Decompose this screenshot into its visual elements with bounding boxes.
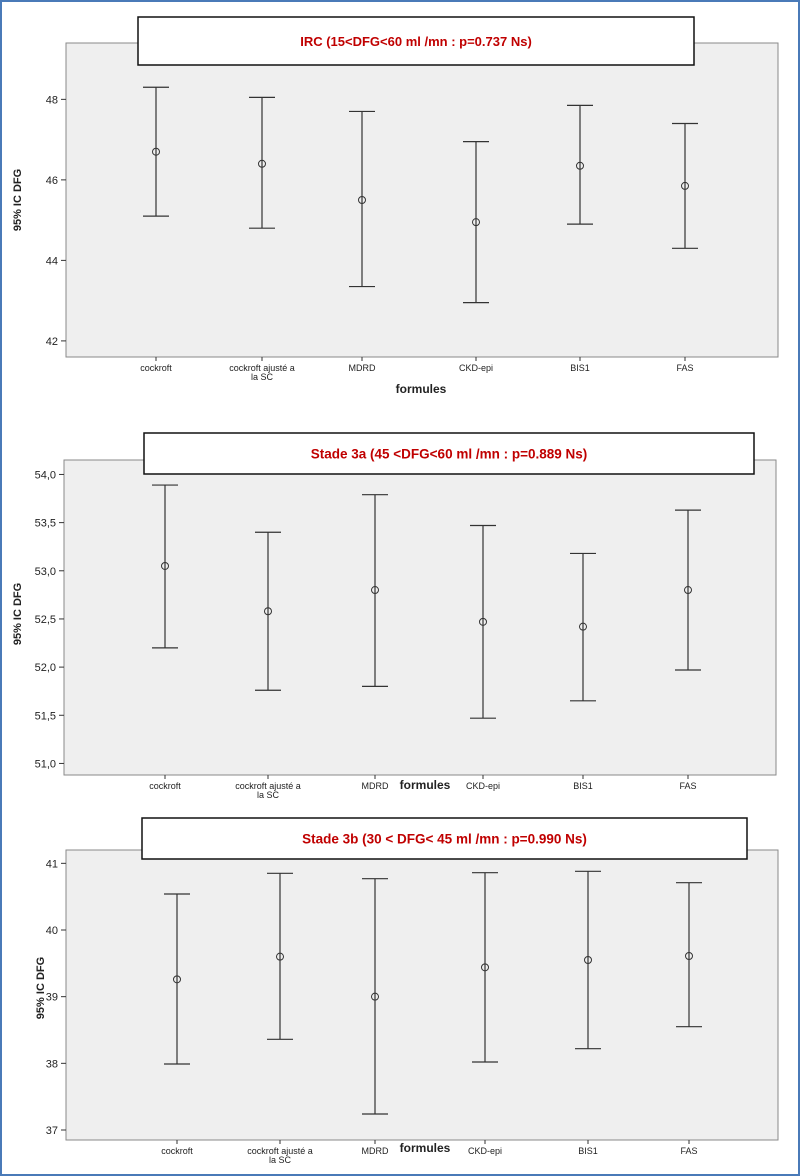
mean-marker: [371, 992, 379, 1001]
x-axis-label: formules: [400, 778, 451, 792]
x-category-label-line: FAS: [679, 781, 696, 791]
mean-marker: [684, 586, 692, 595]
mean-marker: [264, 607, 272, 616]
plot-area: [63, 459, 777, 776]
y-tick-label: 54,0: [35, 469, 56, 481]
x-category-label-line: la SC: [257, 790, 280, 800]
mean-marker: [479, 617, 487, 626]
mean-marker: [472, 218, 480, 227]
x-category-label-line: cockroft ajusté a: [247, 1146, 313, 1156]
x-axis-label: formules: [396, 382, 447, 396]
y-tick-label: 52,5: [35, 614, 56, 626]
mean-marker: [685, 952, 693, 960]
mean-marker: [152, 147, 160, 156]
chart-panel-3: Stade 3b (30 < DFG< 45 ml /mn : p=0.990 …: [35, 817, 779, 1165]
y-tick-label: 40: [46, 925, 58, 937]
chart-title-box: [143, 432, 755, 475]
x-axis-label: formules: [400, 1141, 451, 1155]
x-category-label: CKD-epi: [468, 1146, 502, 1156]
y-tick-label: 53,5: [35, 518, 56, 530]
x-category-label-line: BIS1: [570, 363, 590, 373]
y-tick-label: 44: [46, 255, 58, 267]
x-category-label-line: cockroft ajusté a: [235, 781, 301, 791]
x-category-label: cockroft ajusté a la SC: [247, 1146, 313, 1165]
plot-area: [65, 849, 779, 1141]
y-axis-label: 95% IC DFG: [12, 169, 24, 231]
chart-panel-2: Stade 3a (45 <DFG<60 ml /mn : p=0.889 Ns…: [12, 432, 777, 800]
x-category-label: FAS: [679, 781, 696, 791]
y-axis-label: 95% IC DFG: [12, 583, 24, 645]
x-category-label: cockroft: [149, 781, 181, 791]
mean-marker: [161, 561, 169, 570]
x-category-label-line: CKD-epi: [468, 1146, 502, 1156]
x-category-label: BIS1: [573, 781, 593, 791]
mean-marker: [681, 181, 689, 190]
y-axis-label: 95% IC DFG: [35, 957, 47, 1019]
x-category-label: FAS: [676, 363, 693, 373]
x-category-label-line: MDRD: [362, 1146, 389, 1156]
x-category-label-line: cockroft ajusté a: [229, 363, 295, 373]
x-category-label: cockroft ajusté a la SC: [235, 781, 301, 800]
mean-marker: [481, 963, 489, 972]
x-category-label: cockroft: [140, 363, 172, 373]
mean-marker: [173, 975, 181, 984]
mean-marker: [576, 161, 584, 170]
y-tick-label: 48: [46, 94, 58, 106]
y-tick-label: 38: [46, 1058, 58, 1070]
y-tick-label: 51,0: [35, 758, 56, 770]
y-tick-label: 51,5: [35, 710, 56, 722]
chart-title: Stade 3a (45 <DFG<60 ml /mn : p=0.889 Ns…: [311, 447, 588, 462]
x-category-label-line: la SC: [251, 372, 274, 382]
x-category-label: CKD-epi: [466, 781, 500, 791]
x-category-label-line: cockroft: [149, 781, 181, 791]
x-category-label-line: FAS: [680, 1146, 697, 1156]
y-tick-label: 41: [46, 858, 58, 870]
x-category-label-line: CKD-epi: [466, 781, 500, 791]
chart-title-box: [141, 817, 748, 860]
x-category-label: cockroft: [161, 1146, 193, 1156]
x-category-label: cockroft ajusté a la SC: [229, 363, 295, 382]
mean-marker: [358, 196, 366, 204]
chart-title: Stade 3b (30 < DFG< 45 ml /mn : p=0.990 …: [302, 832, 587, 847]
y-tick-label: 42: [46, 336, 58, 348]
mean-marker: [579, 622, 587, 631]
y-tick-label: 53,0: [35, 566, 56, 578]
x-category-label-line: la SC: [269, 1155, 292, 1165]
x-category-label: BIS1: [578, 1146, 598, 1156]
mean-marker: [584, 956, 592, 964]
y-tick-label: 37: [46, 1125, 58, 1137]
x-category-label-line: cockroft: [161, 1146, 193, 1156]
chart-title: IRC (15<DFG<60 ml /mn : p=0.737 Ns): [300, 34, 532, 49]
x-category-label-line: MDRD: [362, 781, 389, 791]
chart-title-box: [137, 16, 695, 66]
x-category-label: BIS1: [570, 363, 590, 373]
mean-marker: [258, 159, 266, 168]
x-category-label-line: CKD-epi: [459, 363, 493, 373]
mean-marker: [276, 952, 284, 961]
x-category-label: CKD-epi: [459, 363, 493, 373]
y-tick-label: 46: [46, 175, 58, 187]
plot-area: [65, 42, 779, 358]
x-category-label-line: BIS1: [573, 781, 593, 791]
x-category-label: MDRD: [362, 781, 389, 791]
x-category-label: FAS: [680, 1146, 697, 1156]
x-category-label: MDRD: [349, 363, 376, 373]
x-category-label-line: MDRD: [349, 363, 376, 373]
y-tick-label: 39: [46, 992, 58, 1004]
y-tick-label: 52,0: [35, 662, 56, 674]
chart-panel-1: IRC (15<DFG<60 ml /mn : p=0.737 Ns) 42 44 4…: [12, 16, 779, 396]
x-category-label: MDRD: [362, 1146, 389, 1156]
x-category-label-line: cockroft: [140, 363, 172, 373]
x-category-label-line: FAS: [676, 363, 693, 373]
mean-marker: [371, 586, 379, 595]
x-category-label-line: BIS1: [578, 1146, 598, 1156]
